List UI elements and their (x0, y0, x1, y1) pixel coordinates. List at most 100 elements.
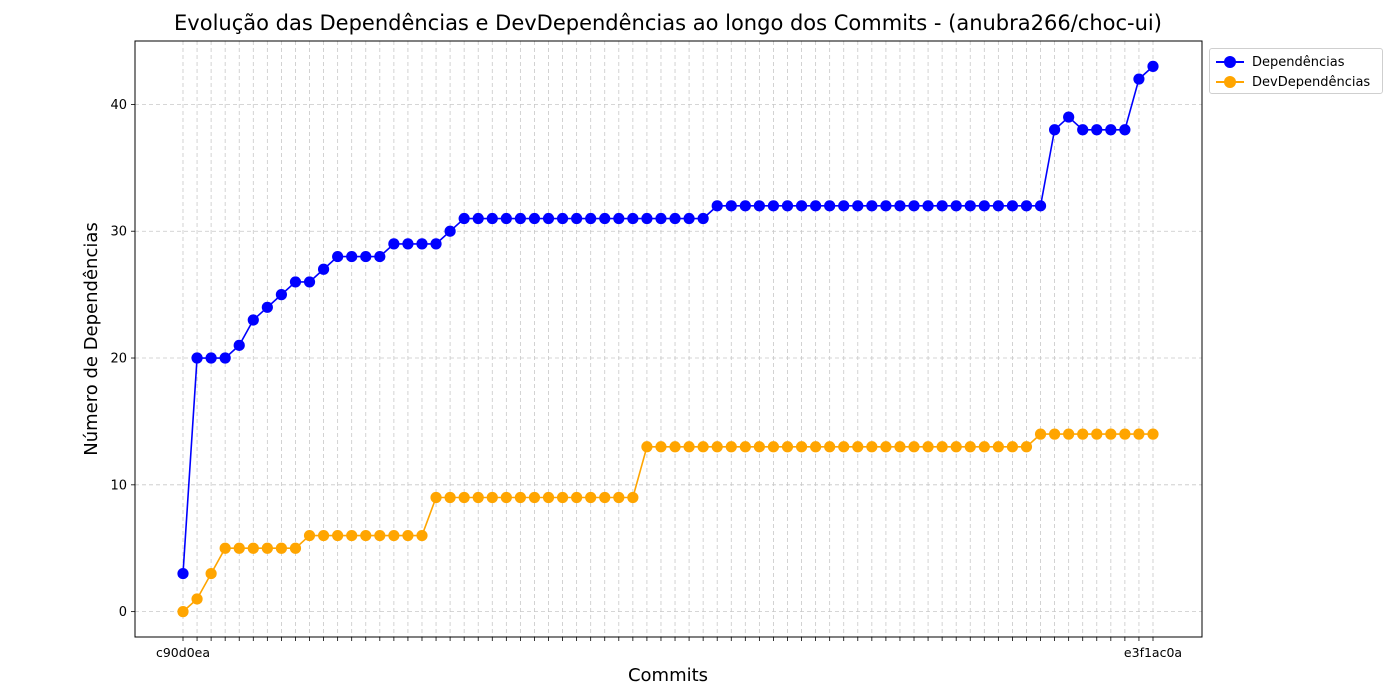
data-point (627, 212, 639, 225)
data-point (697, 441, 709, 453)
legend-label: DevDependências (1252, 74, 1371, 90)
data-point (781, 441, 794, 453)
legend: Dependências DevDependências (1209, 48, 1383, 94)
data-point (922, 441, 934, 453)
data-point (978, 441, 990, 453)
data-point (514, 212, 526, 225)
data-point (1077, 428, 1089, 440)
data-point (346, 250, 358, 263)
data-point (416, 238, 428, 250)
data-point (219, 352, 231, 364)
data-point (838, 200, 850, 212)
data-point (725, 441, 737, 453)
data-point (486, 491, 498, 504)
data-point (402, 238, 414, 250)
data-point (1020, 441, 1033, 453)
x-axis-label: Commits (628, 665, 708, 686)
data-point (346, 529, 358, 542)
plot-frame (134, 40, 1203, 638)
data-point (950, 441, 962, 453)
data-point (697, 212, 709, 225)
y-tick-label: 0 (119, 605, 127, 620)
legend-item-dependencias: Dependências (1216, 52, 1345, 72)
series-dependencias (177, 60, 1159, 580)
data-point (1091, 124, 1103, 136)
data-point (936, 200, 948, 212)
data-point (683, 212, 695, 225)
data-point (866, 200, 878, 212)
data-point (402, 529, 414, 542)
data-point (1048, 428, 1061, 440)
data-point (978, 200, 990, 212)
data-point (1119, 428, 1131, 440)
data-point (1119, 124, 1131, 136)
data-point (1105, 124, 1117, 136)
data-point (599, 212, 611, 225)
data-point (486, 212, 498, 225)
data-point (571, 491, 583, 504)
data-point (1006, 441, 1019, 453)
data-point (964, 200, 976, 212)
data-point (880, 441, 892, 453)
y-tick-label: 10 (110, 478, 127, 493)
data-point (332, 250, 344, 263)
data-point (444, 491, 456, 504)
data-point (613, 212, 625, 225)
data-point (444, 225, 456, 237)
data-point (360, 529, 372, 542)
data-point (528, 491, 541, 504)
data-point (500, 212, 512, 225)
series-devdependencias (177, 428, 1159, 618)
data-point (669, 441, 681, 453)
data-point (824, 441, 836, 453)
data-point (219, 542, 231, 554)
legend-item-devdependencias: DevDependências (1216, 72, 1370, 92)
data-point (781, 200, 794, 212)
data-point (655, 441, 667, 453)
data-point (641, 441, 653, 453)
data-point (472, 491, 484, 504)
data-point (528, 212, 541, 225)
data-point (964, 441, 976, 453)
legend-label: Dependências (1252, 54, 1345, 70)
x-tick-label-last: e3f1ac0a (1124, 645, 1182, 660)
y-tick-label: 30 (110, 225, 127, 240)
data-point (261, 542, 273, 554)
data-point (233, 542, 245, 554)
data-point (739, 200, 751, 212)
data-point (838, 441, 850, 453)
data-point (950, 200, 962, 212)
data-point (191, 593, 203, 605)
data-point (205, 352, 217, 364)
legend-marker-icon (1216, 75, 1244, 89)
data-point (1091, 428, 1103, 440)
data-point (1063, 111, 1075, 123)
data-point (795, 441, 808, 453)
y-axis-label: Número de Dependências (81, 222, 102, 456)
data-point (1147, 60, 1159, 72)
data-point (360, 250, 372, 263)
data-point (908, 200, 920, 212)
data-point (542, 491, 555, 504)
data-point (416, 529, 428, 542)
data-point (571, 212, 583, 225)
data-point (852, 441, 864, 453)
data-point (177, 606, 189, 618)
data-point (992, 441, 1004, 453)
data-point (1077, 124, 1089, 136)
data-point (711, 441, 723, 453)
chart-title: Evolução das Dependências e DevDependênc… (174, 11, 1162, 35)
data-point (247, 314, 259, 326)
data-point (767, 200, 780, 212)
data-point (430, 238, 442, 250)
legend-marker-icon (1216, 55, 1244, 69)
data-point (753, 441, 765, 453)
vertical-gridlines (182, 41, 1154, 637)
data-point (374, 250, 386, 263)
series-line (182, 433, 1153, 613)
x-ticks (182, 637, 1154, 641)
data-point (655, 212, 667, 225)
data-point (303, 529, 316, 542)
data-point (458, 491, 470, 504)
